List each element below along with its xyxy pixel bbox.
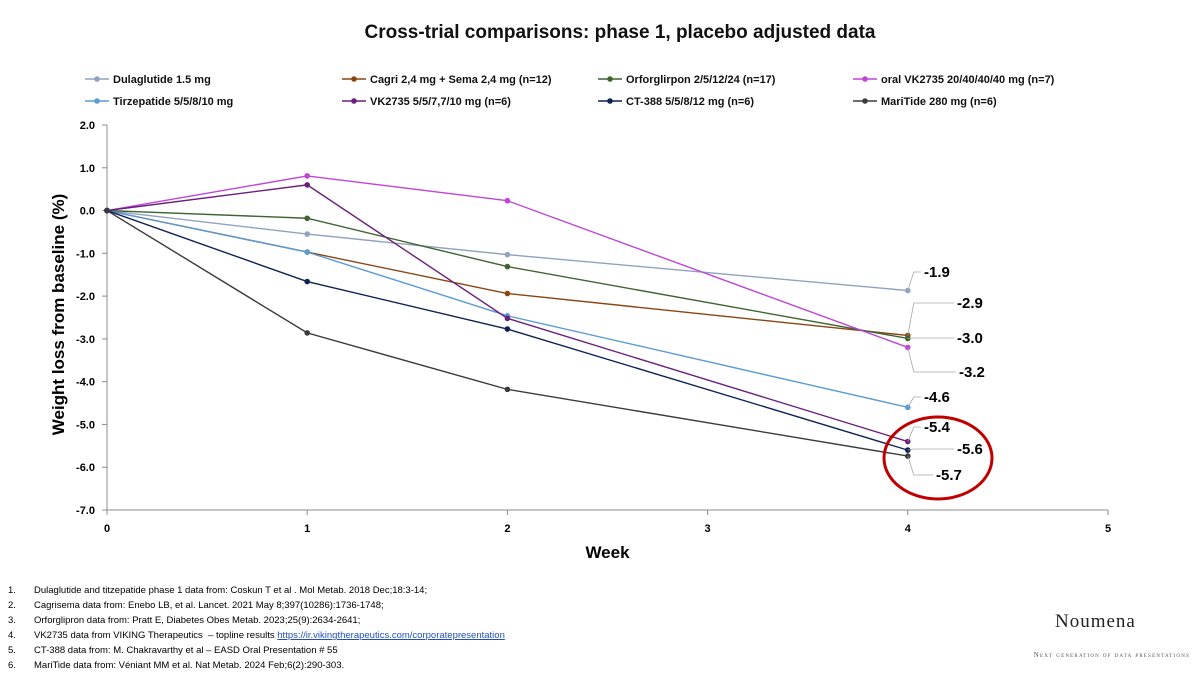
legend-swatch-marker — [351, 98, 357, 104]
x-tick-label: 2 — [504, 523, 510, 535]
footnote: 4. VK2735 data from VIKING Therapeutics –… — [8, 628, 505, 643]
data-point — [304, 231, 311, 237]
data-point — [504, 315, 511, 322]
y-tick-label: -5.0 — [76, 419, 95, 431]
line-chart: 2.0 1.0 0.0 -1.0 -2.0 -3.0 -4.0 -5.0 -6.0 -7.0 0 1 2… — [49, 74, 1111, 562]
x-tick-label: 0 — [104, 523, 110, 535]
legend-swatch-marker — [862, 98, 868, 104]
legend-swatch-marker — [607, 76, 613, 82]
footnote-number: 1. — [8, 585, 16, 596]
legend-swatch-marker — [607, 98, 613, 104]
y-tick-label: -6.0 — [76, 462, 95, 474]
leader-line — [907, 302, 954, 336]
footnote-number: 5. — [8, 645, 16, 657]
legend-label: Orforglirpon 2/5/12/24 (n=17) — [626, 74, 776, 86]
x-tick-label: 4 — [905, 523, 912, 535]
brand-logo: Noumena — [1055, 611, 1136, 632]
x-tick-label: 3 — [705, 523, 711, 535]
y-tick-label: -7.0 — [76, 505, 95, 517]
x-tick-label: 1 — [304, 523, 310, 535]
highlight-circle — [882, 415, 994, 501]
chart-title: Cross-trial comparisons: phase 1, placeb… — [364, 22, 876, 43]
legend-label: VK2735 5/5/7,7/10 mg (n=6) — [370, 96, 511, 108]
y-tick-label: 1.0 — [80, 163, 95, 175]
footnote: 5. CT-388 data from: M. Chakravarthy et a… — [8, 643, 505, 658]
data-label: -1.9 — [924, 264, 950, 281]
series-line — [106, 209, 909, 451]
data-point — [304, 278, 311, 285]
y-tick-label: 0.0 — [80, 206, 95, 218]
data-point — [905, 447, 911, 453]
leader-line — [907, 347, 956, 373]
footnotes: 1. Dulaglutide and titzepatide phase 1 da… — [8, 583, 505, 674]
legend-label: oral VK2735 20/40/40/40 mg (n=7) — [881, 74, 1055, 86]
data-label: -5.7 — [936, 467, 962, 484]
leader-line — [907, 396, 921, 408]
footnote-text: Orforglipron data from: Pratt E, Diabete… — [34, 615, 361, 627]
brand-tagline: Next generation of data presentations — [1033, 651, 1190, 659]
y-tick-label: -2.0 — [76, 291, 95, 303]
data-point — [504, 326, 511, 332]
series-line — [106, 175, 909, 349]
footnote-number: 6. — [8, 660, 16, 672]
footnote-link[interactable]: https://ir.vikingtherapeutics.com/corpor… — [277, 630, 505, 642]
data-point — [504, 263, 511, 270]
series-line — [106, 209, 908, 292]
leader-line — [907, 426, 921, 442]
footnote-number: 3. — [8, 615, 16, 627]
data-point — [504, 197, 511, 204]
footnote-text: MariTide data from: Véniant MM et al. Na… — [34, 660, 345, 672]
series-line — [106, 209, 908, 457]
y-tick-label: -4.0 — [76, 377, 95, 389]
legend-swatch-marker — [351, 76, 357, 82]
legend-label: CT-388 5/5/8/12 mg (n=6) — [626, 96, 754, 108]
data-point — [504, 386, 511, 393]
y-tick-label: -3.0 — [76, 334, 95, 346]
leader-line — [907, 271, 921, 291]
data-point — [304, 330, 311, 336]
data-point — [905, 404, 911, 411]
data-label: -5.6 — [957, 441, 983, 458]
legend-swatch-marker — [94, 76, 100, 82]
data-point — [304, 215, 311, 222]
data-point — [104, 207, 110, 214]
series-line — [106, 209, 908, 340]
footnote-number: 2. — [8, 600, 16, 612]
footnote: 1. Dulaglutide and titzepatide phase 1 da… — [8, 583, 505, 598]
footnote: 2. Cagrisema data from: Enebo LB, et al. … — [8, 598, 505, 613]
leader-line — [907, 455, 933, 476]
data-point — [504, 290, 511, 297]
data-label: -3.0 — [957, 330, 983, 347]
legend-swatch-marker — [862, 76, 868, 82]
footnote-text: Dulaglutide and titzepatide phase 1 data… — [34, 585, 428, 596]
data-point — [304, 182, 311, 188]
leader-line — [907, 448, 954, 451]
data-point — [304, 173, 311, 179]
x-axis-label: Week — [585, 543, 630, 562]
data-label: -5.4 — [924, 419, 951, 436]
footnote-text: Cagrisema data from: Enebo LB, et al. La… — [34, 600, 384, 612]
footnote: 3. Orforglipron data from: Pratt E, Diabe… — [8, 613, 505, 628]
x-tick-label: 5 — [1105, 523, 1111, 535]
footnote: 6. MariTide data from: Véniant MM et al. … — [8, 658, 505, 673]
footnote-number: 4. — [8, 630, 16, 642]
footnote-text: VK2735 data from VIKING Therapeutics – t… — [34, 630, 278, 642]
y-axis-label: Weight loss from baseline (%) — [49, 194, 68, 436]
legend-label: Tirzepatide 5/5/8/10 mg — [113, 96, 233, 108]
legend-label: Cagri 2,4 mg + Sema 2,4 mg (n=12) — [370, 74, 552, 86]
data-point — [304, 249, 311, 255]
y-tick-label: -1.0 — [76, 248, 95, 260]
legend-label: MariTide 280 mg (n=6) — [881, 96, 997, 108]
series-line — [106, 209, 908, 409]
data-label: -2.9 — [957, 295, 983, 312]
data-label: -4.6 — [924, 389, 950, 406]
legend-swatch-marker — [94, 98, 100, 104]
series-line — [106, 184, 909, 443]
data-label: -3.2 — [959, 364, 985, 381]
data-point — [504, 251, 511, 258]
footnote-text: CT-388 data from: M. Chakravarthy et al … — [34, 645, 338, 657]
y-tick-label: 2.0 — [80, 120, 95, 132]
legend-label: Dulaglutide 1.5 mg — [113, 74, 211, 86]
